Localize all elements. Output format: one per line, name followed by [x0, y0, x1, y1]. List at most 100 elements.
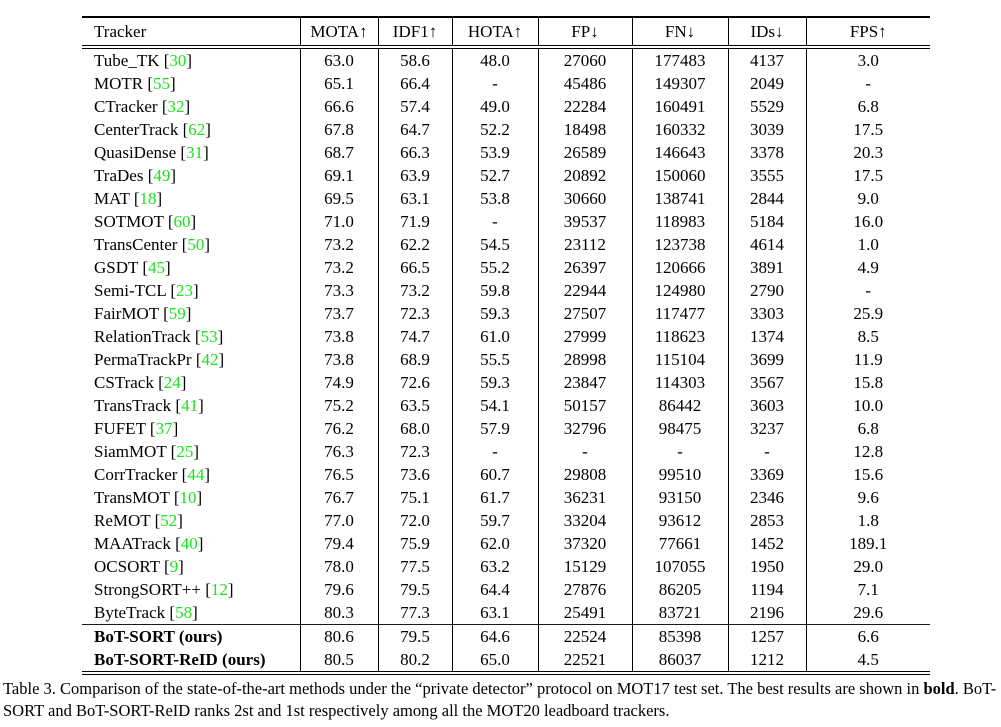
tracker-name-cell: BoT-SORT-ReID (ours) [82, 648, 301, 673]
metric-value: 64.4 [452, 578, 539, 601]
metric-value: 50157 [538, 394, 633, 417]
tracker-name: CTracker [94, 97, 158, 116]
metric-value: 61.0 [452, 325, 539, 348]
tracker-name: Tube_TK [94, 51, 160, 70]
table-row: SiamMOT [25] 76.3 72.3- - - -12.8 [82, 440, 930, 463]
metric-value: 52.7 [452, 164, 539, 187]
metric-value: 79.5 [378, 624, 453, 648]
metric-value: 2790 [728, 279, 807, 302]
metric-value: 17.5 [853, 166, 884, 185]
metric-value: 72.3 [378, 440, 453, 463]
tracker-name-cell: OCSORT [9] [82, 555, 301, 578]
citation-ref: 41 [181, 396, 199, 415]
metric-value: 1194 [728, 578, 807, 601]
metric-value: 3699 [728, 348, 807, 371]
metric-value: 3603 [728, 394, 807, 417]
metric-value: 80.5 [300, 648, 379, 673]
metric-value: 36231 [538, 486, 633, 509]
metric-value: 138741 [632, 187, 729, 210]
metric-value: 66.4 [378, 72, 453, 95]
metric-value: 63.0 [300, 47, 379, 72]
table-row: PermaTrackPr [42] 73.8 68.9 55.5 28998 115104… [82, 348, 930, 371]
table-row: RelationTrack [53] 73.8 74.7 61.0 27999 11862… [82, 325, 930, 348]
citation-ref: 25 [176, 442, 194, 461]
metric-value: 7.1 [857, 580, 879, 599]
metric-value: 98475 [632, 417, 729, 440]
citation-ref: 52 [160, 511, 178, 530]
tracker-name-cell: TraDes [49] [82, 164, 301, 187]
tracker-name: FUFET [94, 419, 146, 438]
table-header: Tracker MOTA↑ IDF1↑ HOTA↑ FP↓ FN↓ IDs↓ F… [82, 17, 930, 49]
tracker-name-cell: Tube_TK [30] [82, 47, 301, 72]
metric-value: 73.2 [300, 256, 379, 279]
metric-value: 1212 [728, 648, 807, 673]
tracker-name: SOTMOT [94, 212, 164, 231]
tracker-name: GSDT [94, 258, 139, 277]
metric-value: 28998 [538, 348, 633, 371]
tracker-name-cell: TransTrack [41] [82, 394, 301, 417]
citation-ref: 42 [201, 350, 219, 369]
citation-ref: 50 [187, 235, 205, 254]
tracker-name-cell: FUFET [37] [82, 417, 301, 440]
citation-ref: 49 [153, 166, 171, 185]
tracker-name: TransTrack [94, 396, 172, 415]
metric-value: 15.6 [853, 465, 884, 484]
table-row: FUFET [37] 76.2 68.0 57.9 32796 98475 3237 6.8 [82, 417, 930, 440]
metric-value: 74.9 [300, 371, 379, 394]
metric-value: 23847 [538, 371, 633, 394]
metric-value: 62.0 [452, 532, 539, 555]
metric-value: 53.9 [452, 141, 539, 164]
results-table-container: Tracker MOTA↑ IDF1↑ HOTA↑ FP↓ FN↓ IDs↓ F… [82, 16, 930, 675]
table-row: SOTMOT [60] 71.0 71.9-39537 118983 5184 16.0 [82, 210, 930, 233]
metric-value: 3039 [728, 118, 807, 141]
metric-value: 64.6 [452, 624, 539, 648]
table-row: CenterTrack [62] 67.8 64.7 52.2 18498 160332 3… [82, 118, 930, 141]
tracker-name: ByteTrack [94, 603, 166, 622]
metric-value: - [452, 72, 539, 95]
metric-value: - [632, 440, 729, 463]
metric-value: 77.5 [378, 555, 453, 578]
citation-ref: 60 [173, 212, 191, 231]
metric-value: 77661 [632, 532, 729, 555]
tracker-name-cell: MAATrack [40] [82, 532, 301, 555]
tracker-name: PermaTrackPr [94, 350, 192, 369]
metric-value: 160491 [632, 95, 729, 118]
metric-value: 75.1 [378, 486, 453, 509]
metric-value: 22524 [538, 624, 633, 648]
tracker-name-cell: CSTrack [24] [82, 371, 301, 394]
metric-value: 54.5 [452, 233, 539, 256]
metric-value: 66.5 [378, 256, 453, 279]
metric-value: - [452, 210, 539, 233]
tracker-name-cell: RelationTrack [53] [82, 325, 301, 348]
citation-ref: 40 [180, 534, 198, 553]
citation-ref: 30 [169, 51, 187, 70]
table-row: QuasiDense [31] 68.7 66.3 53.9 26589 146643 33… [82, 141, 930, 164]
metric-value: 73.8 [300, 325, 379, 348]
tracker-name-cell: FairMOT [59] [82, 302, 301, 325]
tracker-name: SiamMOT [94, 442, 167, 461]
metric-value: 72.6 [378, 371, 453, 394]
metric-value: 63.9 [378, 164, 453, 187]
metric-value: 49.0 [452, 95, 539, 118]
citation-ref: 55 [153, 74, 171, 93]
table-row: TraDes [49] 69.1 63.9 52.7 20892 150060 3555 17… [82, 164, 930, 187]
metric-value: 3369 [728, 463, 807, 486]
tracker-name-cell: StrongSORT++ [12] [82, 578, 301, 601]
metric-value: 3303 [728, 302, 807, 325]
metric-value: 27060 [538, 47, 633, 72]
metric-value: 149307 [632, 72, 729, 95]
metric-value: 39537 [538, 210, 633, 233]
metric-value: 2853 [728, 509, 807, 532]
metric-value: 66.6 [300, 95, 379, 118]
tracker-name-cell: CorrTracker [44] [82, 463, 301, 486]
metric-value: - [865, 281, 872, 300]
metric-value: 11.9 [853, 350, 883, 369]
metric-value: 68.7 [300, 141, 379, 164]
table-row: FairMOT [59] 73.7 72.3 59.3 27507 117477 3303 2… [82, 302, 930, 325]
metric-value: 114303 [632, 371, 729, 394]
column-header-hota: HOTA↑ [452, 17, 539, 49]
tracker-name: TransCenter [94, 235, 178, 254]
tracker-name: OCSORT [94, 557, 160, 576]
table-row: GSDT [45] 73.2 66.5 55.2 26397 120666 3891 4.9 [82, 256, 930, 279]
metric-value: 72.0 [378, 509, 453, 532]
